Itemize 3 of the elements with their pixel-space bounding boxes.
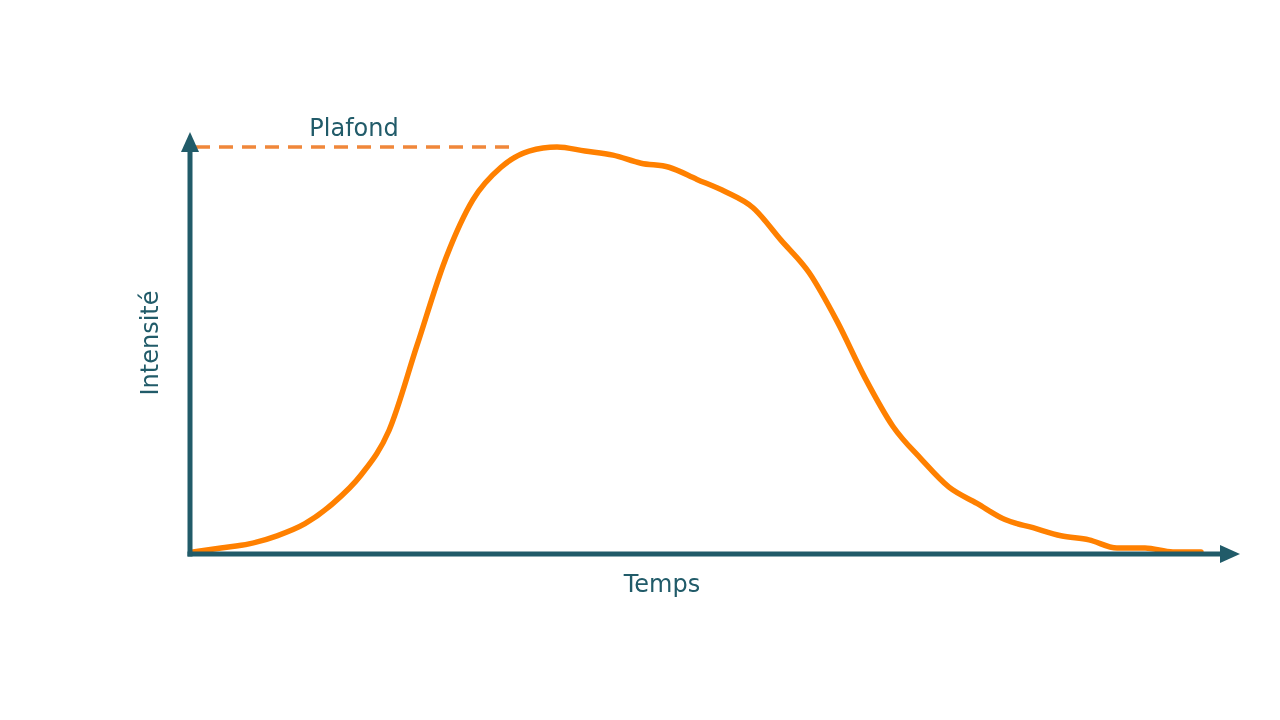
y-axis-title: Intensité (136, 290, 164, 396)
ref-line-label: Plafond (309, 114, 399, 142)
x-axis-title: Temps (622, 570, 701, 598)
